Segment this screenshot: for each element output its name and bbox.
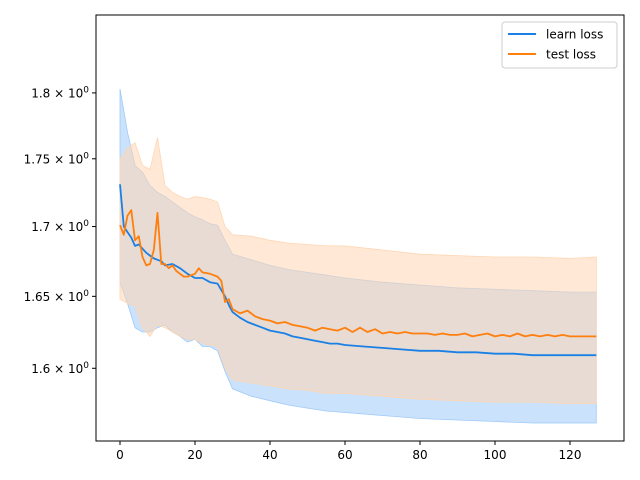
x-tick-label: 20 <box>187 448 202 462</box>
x-tick-label: 0 <box>116 448 124 462</box>
x-tick-label: 80 <box>412 448 427 462</box>
x-tick-label: 100 <box>484 448 507 462</box>
y-tick-label: 1.8 × 100 <box>31 85 89 100</box>
confidence-bands <box>119 88 597 424</box>
y-tick-label: 1.75 × 100 <box>24 151 90 166</box>
x-axis: 0 20 40 60 80 100 120 <box>116 441 581 462</box>
plot-frame <box>95 14 625 442</box>
legend: learn loss test loss <box>501 21 618 69</box>
y-axis: 1.6 × 100 1.65 × 100 1.7 × 100 1.75 × 100 1.… <box>24 85 96 376</box>
band-test-loss <box>119 137 597 405</box>
legend-label-test-loss: test loss <box>546 48 596 62</box>
series-lines <box>119 184 597 357</box>
x-tick-label: 60 <box>337 448 352 462</box>
line-test-loss <box>119 209 597 338</box>
legend-label-learn-loss: learn loss <box>546 28 603 42</box>
y-tick-label: 1.7 × 100 <box>31 219 89 234</box>
y-tick-label: 1.6 × 100 <box>31 361 89 376</box>
x-tick-label: 120 <box>559 448 582 462</box>
y-tick-label: 1.65 × 100 <box>24 289 90 304</box>
x-tick-label: 40 <box>262 448 277 462</box>
